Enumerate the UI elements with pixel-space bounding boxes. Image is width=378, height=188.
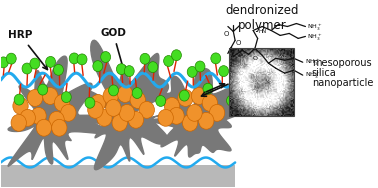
Circle shape [219, 66, 229, 77]
Circle shape [20, 109, 36, 126]
Text: HRP: HRP [8, 30, 47, 70]
Circle shape [14, 94, 24, 105]
Circle shape [31, 107, 46, 124]
Circle shape [93, 61, 103, 72]
Polygon shape [8, 56, 109, 166]
Circle shape [69, 53, 79, 64]
Circle shape [22, 63, 32, 74]
Circle shape [97, 109, 112, 126]
Circle shape [195, 61, 205, 72]
Bar [1, 165, 235, 187]
Circle shape [148, 62, 158, 73]
Circle shape [77, 54, 87, 65]
Polygon shape [67, 40, 169, 170]
Circle shape [108, 85, 118, 96]
Circle shape [101, 52, 111, 62]
Circle shape [169, 107, 184, 124]
Circle shape [30, 58, 40, 69]
Circle shape [118, 86, 133, 102]
Circle shape [43, 88, 58, 104]
Circle shape [198, 112, 214, 129]
Circle shape [0, 57, 8, 68]
Circle shape [209, 104, 225, 121]
Circle shape [46, 56, 56, 67]
Text: silica: silica [312, 68, 336, 78]
Text: mesoporous: mesoporous [312, 58, 371, 68]
Circle shape [179, 90, 189, 101]
Circle shape [13, 97, 28, 114]
Circle shape [164, 55, 174, 66]
Circle shape [60, 104, 76, 121]
Circle shape [132, 88, 142, 99]
Circle shape [49, 111, 64, 128]
Text: O: O [252, 56, 257, 61]
Circle shape [202, 95, 217, 111]
Circle shape [36, 119, 52, 136]
Circle shape [172, 50, 181, 61]
Circle shape [178, 89, 193, 106]
Circle shape [187, 104, 202, 121]
Circle shape [38, 84, 48, 95]
Text: NH$_3^+$: NH$_3^+$ [307, 32, 322, 43]
Circle shape [85, 97, 95, 108]
Text: GOD: GOD [101, 28, 126, 71]
Text: NH$_3^+$: NH$_3^+$ [305, 58, 320, 68]
Circle shape [11, 114, 26, 131]
Text: dendronized
polymer: dendronized polymer [225, 4, 299, 32]
Circle shape [156, 96, 166, 106]
Circle shape [6, 53, 16, 64]
Circle shape [187, 66, 197, 77]
Circle shape [54, 64, 64, 75]
Circle shape [90, 95, 106, 111]
Circle shape [61, 92, 71, 103]
Text: NH$_3^+$: NH$_3^+$ [307, 22, 322, 33]
Circle shape [158, 109, 174, 126]
Circle shape [112, 114, 127, 131]
Circle shape [182, 114, 198, 131]
Circle shape [128, 111, 144, 128]
Circle shape [27, 89, 43, 106]
Bar [229, 48, 294, 116]
Circle shape [88, 102, 103, 118]
Circle shape [203, 83, 213, 94]
Text: O: O [223, 31, 229, 37]
Text: nanoparticle: nanoparticle [312, 78, 373, 88]
Circle shape [191, 88, 207, 104]
Circle shape [52, 119, 67, 136]
Text: NH$_3^+$: NH$_3^+$ [305, 71, 320, 81]
Polygon shape [151, 69, 254, 157]
Circle shape [116, 64, 126, 75]
Circle shape [124, 66, 134, 77]
Circle shape [211, 53, 221, 64]
Circle shape [103, 88, 118, 104]
Text: HN: HN [259, 30, 267, 34]
Circle shape [164, 97, 180, 114]
Circle shape [130, 92, 146, 108]
Circle shape [140, 53, 150, 64]
Text: O: O [235, 40, 240, 46]
Circle shape [226, 95, 237, 106]
Circle shape [54, 95, 70, 111]
Circle shape [106, 99, 121, 116]
Circle shape [139, 102, 155, 118]
Circle shape [119, 104, 135, 121]
